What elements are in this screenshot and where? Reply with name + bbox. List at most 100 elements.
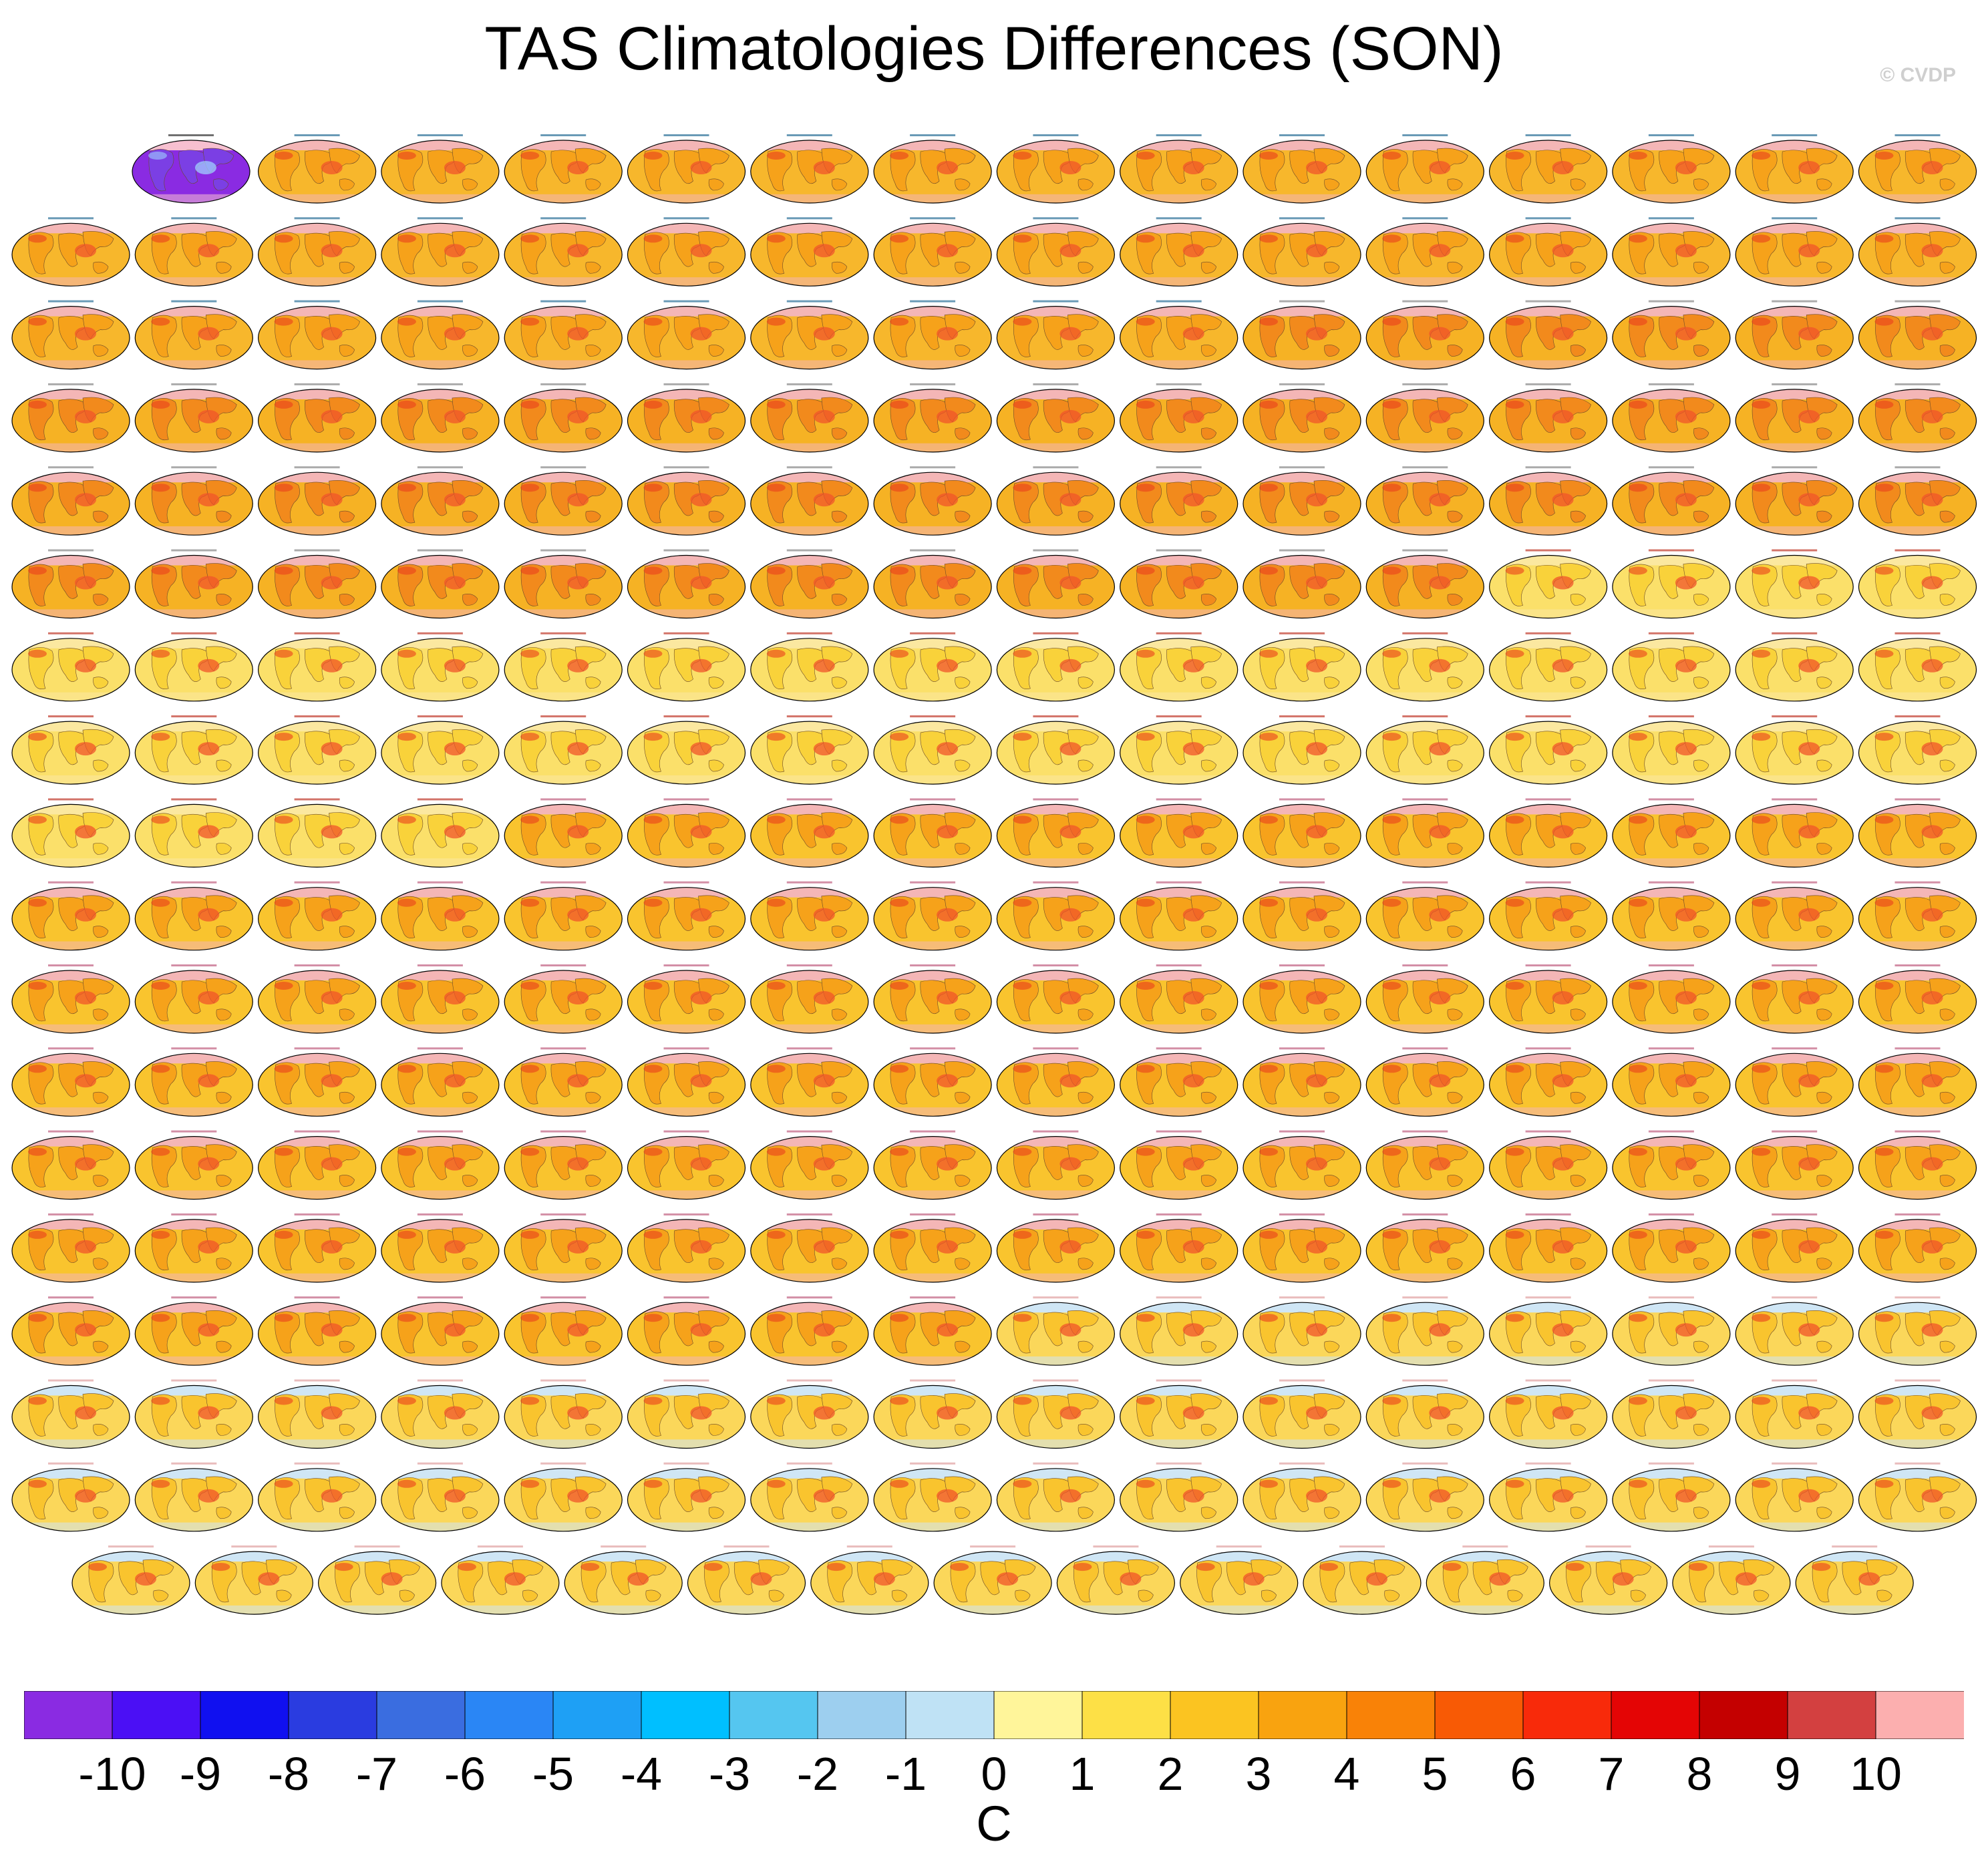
panel-map: [750, 632, 869, 702]
panel-title-mark: [294, 632, 340, 634]
panel-map: [381, 798, 500, 868]
panel-map: [1858, 881, 1977, 951]
panel-map: [873, 1213, 992, 1283]
panel-map: [1735, 1379, 1854, 1449]
panel-map: [627, 383, 746, 453]
panel-map: [134, 881, 253, 951]
panel-map: [194, 1545, 313, 1615]
panel-title-mark: [663, 1296, 709, 1299]
panel-title-mark: [1648, 1379, 1694, 1382]
colorbar-tick-label: -7: [356, 1748, 397, 1800]
panel-title-mark: [1648, 715, 1694, 718]
panel-map: [1612, 798, 1731, 868]
panel-map: [1120, 1130, 1238, 1200]
panel-map: [1489, 549, 1608, 619]
panel-title-mark: [1648, 798, 1694, 801]
colorbar-ticks: -10 -9 -8 -7 -6 -5 -4 -3 -2 -1 0 1 2 3 4 5 6 7 8 9 10: [78, 1748, 1902, 1800]
panel-title-mark: [1279, 715, 1325, 718]
panel-title-mark: [786, 1047, 832, 1050]
panel-title-mark: [1279, 964, 1325, 966]
colorbar-swatch: [1082, 1691, 1171, 1739]
panel-map: [1120, 383, 1238, 453]
panel-title-mark: [1033, 217, 1079, 220]
panel-title-mark: [970, 1545, 1016, 1548]
panel-title-mark: [1402, 549, 1448, 552]
panel-title-mark: [171, 1213, 217, 1216]
panel-title-mark: [1772, 881, 1818, 884]
panel-map: [258, 549, 377, 619]
panel-map: [134, 1130, 253, 1200]
panel-title-mark: [1894, 466, 1941, 469]
panel-map: [1180, 1545, 1299, 1615]
panel-map: [11, 1379, 130, 1449]
panel-map: [1489, 217, 1608, 287]
panel-map: [996, 300, 1116, 370]
panel-map: [441, 1545, 560, 1615]
panel-map: [1365, 1379, 1484, 1449]
panel-title-mark: [417, 549, 463, 552]
panel-map: [1426, 1545, 1544, 1615]
panel-map: [1735, 1462, 1854, 1532]
panel-title-mark: [1279, 549, 1325, 552]
panel-title-mark: [168, 134, 214, 136]
panel-title-mark: [1772, 632, 1818, 634]
panel-map: [627, 1130, 746, 1200]
panel-map: [873, 300, 992, 370]
panel-map: [1612, 466, 1731, 536]
panel-map: [258, 964, 377, 1034]
panel-map: [1303, 1545, 1422, 1615]
panel-map: [1735, 798, 1854, 868]
panel-map: [1735, 134, 1854, 204]
panel-map: [1858, 715, 1977, 785]
panel-title-mark: [1462, 1545, 1508, 1548]
panel-title-mark: [171, 549, 217, 552]
colorbar-swatch: [376, 1691, 466, 1739]
colorbar-swatch: [24, 1691, 113, 1739]
panel-title-mark: [910, 134, 956, 136]
colorbar-units-label: C: [976, 1796, 1012, 1851]
panel-title-mark: [294, 300, 340, 303]
panel-map: [1735, 1047, 1854, 1117]
panel-title-mark: [294, 1296, 340, 1299]
colorbar-swatch: [905, 1691, 995, 1739]
panel-title-mark: [786, 1379, 832, 1382]
panel-map: [504, 881, 623, 951]
panel-map: [11, 1047, 130, 1117]
panel-map: [750, 134, 869, 204]
panel-map: [258, 632, 377, 702]
colorbar-tick-label: -10: [78, 1748, 146, 1800]
panel-map: [996, 1047, 1116, 1117]
colorbar-tick-label: 4: [1334, 1748, 1360, 1800]
panel-title-mark: [1648, 1213, 1694, 1216]
panel-title-mark: [1033, 1213, 1079, 1216]
panel-title-mark: [1525, 217, 1571, 220]
panel-title-mark: [1156, 466, 1202, 469]
panel-title-mark: [1279, 881, 1325, 884]
panel-title-mark: [1279, 466, 1325, 469]
panel-map: [996, 881, 1116, 951]
panel-map: [1242, 715, 1361, 785]
panel-map: [1242, 466, 1361, 536]
panel-title-mark: [663, 383, 709, 385]
panel-title-mark: [1156, 1379, 1202, 1382]
panel-title-mark: [1033, 632, 1079, 634]
panel-map: [627, 798, 746, 868]
panel-title-mark: [1648, 549, 1694, 552]
panel-map: [381, 300, 500, 370]
panel-title-mark: [910, 798, 956, 801]
panel-title-mark: [294, 715, 340, 718]
panel-title-mark: [1525, 1213, 1571, 1216]
panel-title-mark: [1402, 1296, 1448, 1299]
panel-map: [11, 300, 130, 370]
panel-map: [1365, 466, 1484, 536]
panel-map: [1365, 964, 1484, 1034]
panel-title-mark: [1772, 798, 1818, 801]
panel-title-mark: [1894, 881, 1941, 884]
panel-title-mark: [1156, 1462, 1202, 1465]
panel-title-mark: [1033, 466, 1079, 469]
colorbar-tick-label: 3: [1246, 1748, 1272, 1800]
panel-map: [1242, 1213, 1361, 1283]
panel-map: [1612, 300, 1731, 370]
panel-map: [258, 798, 377, 868]
panel-title-mark: [663, 798, 709, 801]
